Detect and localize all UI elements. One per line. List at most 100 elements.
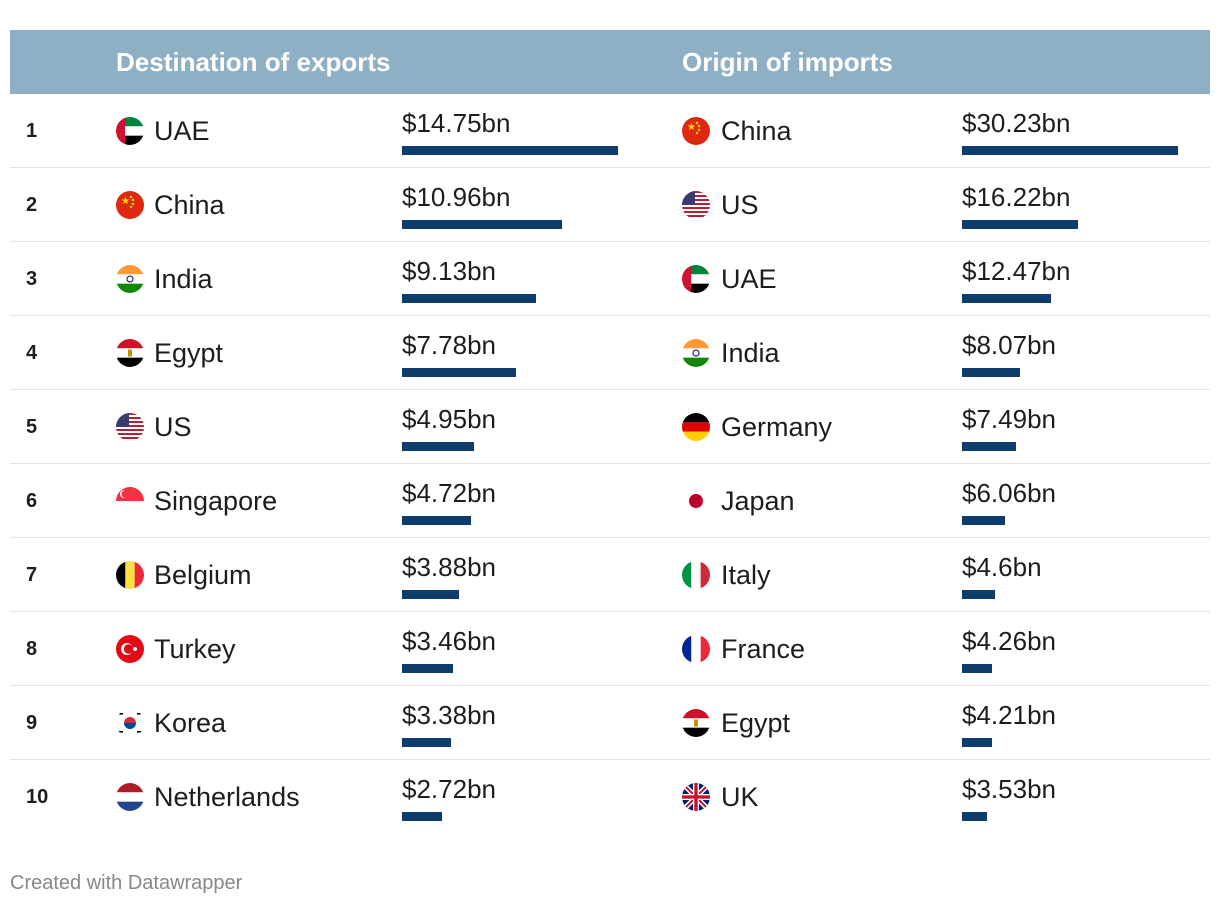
datawrapper-credit[interactable]: Created with Datawrapper [10,872,243,894]
import-country-name: UAE [721,264,777,294]
import-country-name: US [721,190,759,220]
germany-flag-icon [682,413,710,441]
belgium-flag-icon [116,561,144,589]
trade-table: Destination of exports Origin of imports… [10,30,1210,834]
rank-label: 4 [26,342,38,364]
import-value-label: $3.53bn [962,774,1056,804]
table-row: 5 US $4.95bn Germany $7.49bn [10,390,1210,464]
import-country-name: UK [721,782,759,812]
import-value-bar [962,220,1078,229]
korea-flag-icon [116,709,144,737]
import-value-bar [962,442,1016,451]
import-value-label: $8.07bn [962,330,1056,360]
export-country-name: India [154,264,213,294]
export-value-label: $10.96bn [402,182,511,212]
table-header: Destination of exports Origin of imports [10,30,1210,94]
export-value-label: $14.75bn [402,108,511,138]
table-row: 9 Korea $3.38bn Egypt $4.21bn [10,686,1210,760]
egypt-flag-icon [682,709,710,737]
exports-column-header: Destination of exports [116,47,391,77]
export-value-bar [402,442,475,451]
export-value-label: $7.78bn [402,330,496,360]
export-value-label: $3.38bn [402,700,496,730]
export-value-label: $4.95bn [402,404,496,434]
rank-label: 6 [26,490,38,512]
export-value-label: $3.46bn [402,626,496,656]
export-value-bar [402,516,472,525]
export-value-bar [402,220,563,229]
table-row: 8 Turkey $3.46bn France $4.26bn [10,612,1210,686]
export-country-name: Korea [154,708,227,738]
export-value-bar [402,812,442,821]
singapore-flag-icon [116,487,144,515]
us-flag-icon [116,413,144,441]
export-value-bar [402,738,452,747]
netherlands-flag-icon [116,783,144,811]
export-country-name: Egypt [154,338,224,368]
egypt-flag-icon [116,339,144,367]
svg-text:★: ★ [121,196,130,207]
export-value-label: $4.72bn [402,478,496,508]
italy-flag-icon [682,561,710,589]
import-value-label: $30.23bn [962,108,1071,138]
rank-label: 5 [26,416,38,438]
export-value-label: $2.72bn [402,774,496,804]
table-row: 7 Belgium $3.88bn Italy $4.6bn [10,538,1210,612]
svg-text:★: ★ [687,122,696,133]
table-row: 2 ★ China $10.96bn US $16.22bn [10,168,1210,242]
import-value-label: $7.49bn [962,404,1056,434]
import-value-label: $12.47bn [962,256,1071,286]
import-value-bar [962,294,1052,303]
import-country-name: Germany [721,412,833,442]
india-flag-icon [116,265,144,293]
china-flag-icon: ★ [682,117,710,145]
india-flag-icon [682,339,710,367]
imports-column-header: Origin of imports [682,47,893,77]
rank-label: 1 [26,120,38,142]
import-country-name: Egypt [721,708,791,738]
export-country-name: UAE [154,116,210,146]
rank-label: 8 [26,638,38,660]
uae-flag-icon [682,265,710,293]
import-value-bar [962,590,995,599]
export-value-bar [402,664,453,673]
rank-label: 9 [26,712,38,734]
uae-flag-icon [116,117,144,145]
import-value-label: $16.22bn [962,182,1071,212]
import-country-name: China [721,116,792,146]
export-value-label: $3.88bn [402,552,496,582]
import-country-name: France [721,634,806,664]
import-value-label: $4.26bn [962,626,1056,656]
turkey-flag-icon [116,635,144,663]
import-value-bar [962,146,1178,155]
rank-label: 2 [26,194,38,216]
table-row: 3 India $9.13bn UAE $12.47bn [10,242,1210,316]
export-value-bar [402,294,536,303]
export-country-name: Netherlands [154,782,300,812]
japan-flag-icon [682,487,710,515]
table-row: 4 Egypt $7.78bn India $8.07bn [10,316,1210,390]
import-value-label: $4.21bn [962,700,1056,730]
uk-flag-icon [682,783,710,811]
import-value-bar [962,812,988,821]
export-value-bar [402,368,516,377]
import-value-bar [962,516,1006,525]
export-value-bar [402,590,459,599]
export-country-name: Belgium [154,560,252,590]
france-flag-icon [682,635,710,663]
table-row: 6 Singapore $4.72bn Japan $6.06bn [10,464,1210,538]
us-flag-icon [682,191,710,219]
china-flag-icon: ★ [116,191,144,219]
export-value-label: $9.13bn [402,256,496,286]
export-country-name: China [154,190,225,220]
import-country-name: India [721,338,780,368]
import-country-name: Italy [721,560,771,590]
import-country-name: Japan [721,486,795,516]
rank-label: 3 [26,268,38,290]
export-value-bar [402,146,618,155]
import-value-bar [962,368,1020,377]
table-body: 1 UAE $14.75bn ★ China $30.23bn 2 ★ China $10.96b… [10,94,1210,834]
import-value-label: $6.06bn [962,478,1056,508]
rank-label: 7 [26,564,38,586]
table-row: 1 UAE $14.75bn ★ China $30.23bn [10,94,1210,168]
